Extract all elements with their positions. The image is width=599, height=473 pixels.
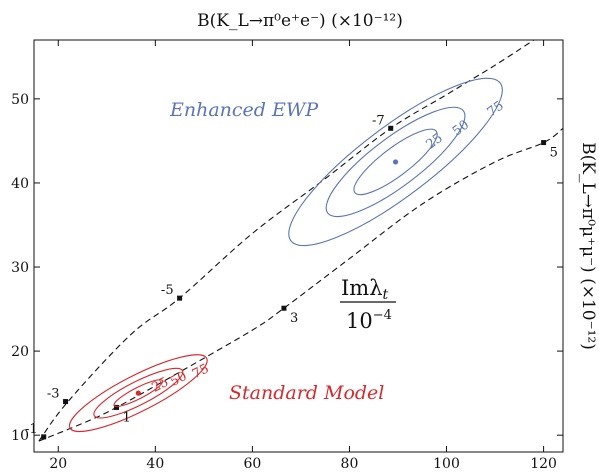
frac-denominator: 10 <box>346 309 373 333</box>
svg-text:10−4: 10−4 <box>346 308 392 333</box>
curve-marker-1-1 <box>41 434 47 440</box>
contour-label-1-25: 25 <box>150 375 172 396</box>
curve-marker-1-3 <box>177 295 183 301</box>
contour-1-75 <box>68 354 208 433</box>
curve-marker-2-2 <box>281 305 287 311</box>
curve-marker-label-2-1: 1 <box>123 410 131 425</box>
line-parameter-label: Imλt 10−4 <box>340 276 396 333</box>
dashed-curve-2 <box>38 127 563 442</box>
contour-label-1-75: 75 <box>190 361 212 382</box>
curve-marker-2-3 <box>541 140 547 146</box>
y-tick-label-50: 50 <box>11 92 29 108</box>
contour-2-75 <box>288 77 503 247</box>
y-axis-label: B(K_L→π⁰μ⁺μ⁻) (×10⁻¹²) <box>578 142 598 350</box>
y-tick-label-20: 20 <box>11 344 29 360</box>
curve-marker-label-1-2: -3 <box>47 387 60 402</box>
curve-marker-label-1-4: -7 <box>372 113 385 128</box>
x-tick-label-40: 40 <box>146 456 164 472</box>
curve-marker-label-2-3: 5 <box>550 146 558 161</box>
series-label-enhanced-ewp: Enhanced EWP <box>169 99 319 121</box>
x-tick-label-120: 120 <box>530 456 557 472</box>
curve-marker-label-1-1: -1 <box>25 422 38 437</box>
y-tick-label-30: 30 <box>11 260 29 276</box>
center-point-1 <box>135 390 141 396</box>
curve-marker-1-4 <box>388 125 394 131</box>
svg-text:Imλt: Imλt <box>341 276 389 303</box>
plot-frame <box>33 39 564 453</box>
contour-2-50 <box>325 106 466 218</box>
frac-denominator-exp: −4 <box>373 308 392 323</box>
x-tick-label-60: 60 <box>243 456 261 472</box>
curve-marker-2-1 <box>114 404 120 410</box>
curve-marker-label-2-2: 3 <box>290 311 298 326</box>
x-tick-label-20: 20 <box>49 456 67 472</box>
contour-label-2-75: 75 <box>485 98 507 120</box>
y-tick-label-10: 10 <box>11 428 29 444</box>
frac-numerator: Imλ <box>341 276 383 300</box>
contour-label-2-50: 50 <box>450 118 472 140</box>
curve-marker-label-1-3: -5 <box>161 283 174 298</box>
chart-title: B(K_L→π⁰e⁺e⁻) (×10⁻¹²) <box>197 11 403 31</box>
dashed-curve-1 <box>38 40 535 442</box>
y-tick-label-40: 40 <box>11 176 29 192</box>
contour-2-25 <box>353 128 438 196</box>
frac-numerator-sub: t <box>383 287 389 303</box>
x-tick-label-80: 80 <box>341 456 359 472</box>
contour-label-1-50: 50 <box>168 369 190 390</box>
contour-label-2-25: 25 <box>424 131 446 153</box>
contour-1-50 <box>93 367 184 419</box>
series-label-standard-model: Standard Model <box>229 382 384 404</box>
curve-marker-1-2 <box>63 399 69 405</box>
center-point-2 <box>392 159 399 165</box>
contour-1-25 <box>113 379 164 407</box>
x-tick-label-100: 100 <box>433 456 460 472</box>
